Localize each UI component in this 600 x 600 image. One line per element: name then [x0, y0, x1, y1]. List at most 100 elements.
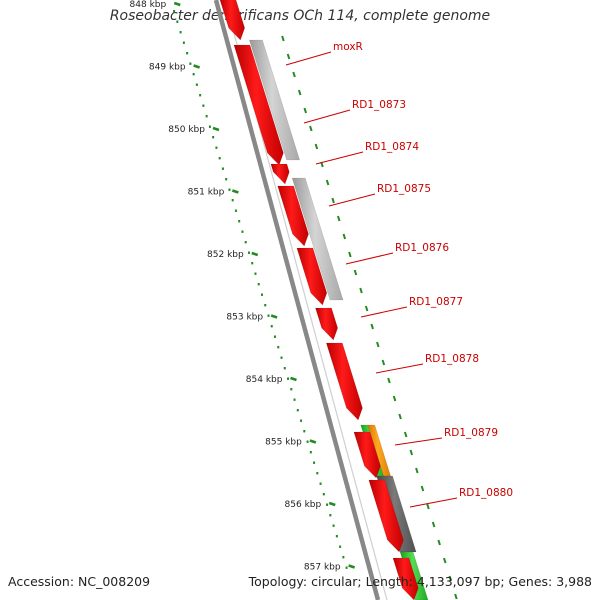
- gene-arrow: [296, 247, 328, 306]
- gene-label: RD1_0877: [409, 296, 463, 308]
- ruler-dot: [225, 178, 228, 181]
- strand-dash: [309, 125, 313, 132]
- ruler-dot: [186, 52, 189, 55]
- backbone-strand-outer: [213, 0, 381, 600]
- strand-dash: [359, 287, 363, 294]
- ruler-dot: [296, 409, 299, 412]
- ruler-major-tick: [251, 251, 259, 257]
- gene-arrow: [353, 431, 381, 479]
- ruler-dot: [322, 493, 325, 496]
- strand-dash: [303, 107, 307, 114]
- gene-label: RD1_0873: [352, 99, 406, 111]
- strand-dash: [448, 575, 453, 582]
- gene-arrow: [368, 479, 404, 553]
- kbp-ruler: 848 kbp 849 kbp 850 kbp 851 kbp 852 kbp 853 k…: [130, 0, 356, 573]
- ruler-major-tick: [193, 64, 201, 69]
- ruler-dot: [251, 262, 254, 265]
- gene-arrow: [233, 44, 284, 166]
- gene-label-connector: [345, 252, 394, 265]
- gene-arrow: [315, 307, 338, 341]
- ruler-dot: [221, 167, 224, 170]
- gene-label-connector: [394, 437, 443, 446]
- strand-dash: [431, 521, 436, 528]
- strand-dash: [437, 539, 441, 546]
- kbp-label: 852 kbp: [207, 250, 244, 260]
- ruler-dot: [254, 272, 257, 275]
- strand-dash: [420, 485, 425, 492]
- strand-dash: [286, 53, 291, 60]
- ruler-dot: [218, 157, 221, 160]
- gene-label: moxR: [333, 41, 363, 53]
- gene-track: [219, 0, 419, 600]
- ruler-dot: [345, 566, 348, 569]
- ruler-dot: [329, 514, 332, 517]
- gene-label-connector: [375, 363, 424, 374]
- kbp-label: 853 kbp: [226, 313, 263, 323]
- ruler-dot: [274, 335, 277, 338]
- ruler-dot: [231, 199, 234, 202]
- strand-dash: [342, 233, 347, 240]
- strand-dash: [454, 593, 458, 600]
- strand-dash: [331, 197, 335, 204]
- gene-arrow: [277, 185, 309, 247]
- gene-label: RD1_0878: [425, 353, 479, 365]
- ruler-dot: [189, 62, 192, 65]
- ruler-dot: [241, 230, 244, 233]
- ruler-major-tick: [212, 126, 220, 132]
- ruler-dot: [309, 451, 312, 454]
- strand-dash: [337, 215, 341, 222]
- ruler-dot: [270, 325, 273, 328]
- ruler-dot: [287, 377, 290, 380]
- ruler-dot: [215, 146, 218, 149]
- strand-dash: [292, 71, 296, 78]
- strand-dash: [353, 269, 358, 276]
- ruler-dot: [335, 535, 338, 538]
- ruler-dot: [212, 136, 215, 139]
- ruler-dot: [205, 115, 208, 118]
- ruler-dot: [199, 94, 202, 97]
- ruler-dot: [303, 430, 306, 433]
- ruler-major-tick: [290, 376, 297, 382]
- kbp-label: 857 kbp: [304, 563, 341, 573]
- strand-dash: [409, 449, 414, 456]
- ruler-dot: [173, 10, 176, 13]
- kbp-label: 856 kbp: [285, 500, 322, 510]
- ruler-dot: [192, 73, 195, 76]
- ruler-dot: [313, 461, 316, 464]
- ruler-major-tick: [309, 439, 317, 444]
- gene-labels: moxR RD1_0873 RD1_0874 RD1_0875 RD1_0876 RD1_…: [285, 41, 513, 508]
- strand-dash: [297, 89, 302, 96]
- strand-dash: [281, 35, 285, 42]
- ruler-dot: [293, 398, 296, 401]
- ruler-dot: [267, 314, 270, 317]
- ruler-major-tick: [270, 314, 278, 319]
- strand-dash: [376, 341, 380, 348]
- ruler-dot: [244, 241, 247, 244]
- strand-dash: [314, 143, 319, 150]
- strand-dash: [443, 557, 447, 564]
- strand-dash: [398, 413, 402, 420]
- ruler-dot: [208, 125, 211, 128]
- ruler-dot: [179, 31, 182, 34]
- ruler-dot: [202, 104, 205, 107]
- strand-dash: [325, 179, 330, 186]
- ruler-dot: [182, 41, 185, 44]
- ruler-dot: [339, 545, 342, 548]
- gene-label: RD1_0880: [459, 487, 513, 499]
- strand-dash: [364, 305, 369, 312]
- accession-text: Accession: NC_008209: [8, 574, 151, 589]
- ruler-dot: [257, 283, 260, 286]
- strand-dash: [426, 503, 430, 510]
- feature-block-gray: [291, 177, 344, 301]
- strand-dash: [348, 251, 352, 258]
- kbp-label: 854 kbp: [246, 375, 283, 385]
- ruler-dot: [326, 503, 329, 506]
- kbp-label: 855 kbp: [265, 438, 302, 448]
- ruler-major-tick: [348, 564, 356, 569]
- ruler-dot: [238, 220, 241, 223]
- strand-dash: [387, 377, 391, 384]
- gene-arrow: [325, 342, 363, 421]
- strand-dash: [403, 431, 408, 438]
